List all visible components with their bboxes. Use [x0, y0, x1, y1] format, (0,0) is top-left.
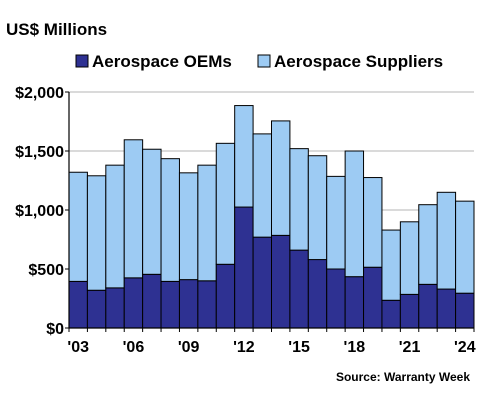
- bar-supplier-2005: [105, 164, 125, 289]
- bar-supplier-2009: [178, 172, 199, 281]
- bar-supplier-2010: [197, 164, 217, 282]
- bar-supplier-2006: [123, 139, 144, 279]
- bar-supplier-2022: [418, 204, 438, 285]
- bar-oem-2020: [381, 299, 401, 329]
- bar-supplier-2016: [307, 155, 328, 261]
- bar-oem-2017: [326, 268, 346, 329]
- y-axis-labels: $0 $500 $1,000 $1,500 $2,000: [15, 85, 64, 338]
- y-tick-label: $2,000: [15, 85, 64, 102]
- bar-oem-2024: [455, 292, 475, 329]
- bar-supplier-2014: [271, 120, 291, 236]
- bar-oem-2010: [197, 280, 217, 329]
- x-tick-label: '06: [123, 339, 145, 356]
- bar-oem-2004: [86, 289, 107, 329]
- bar-oem-2023: [436, 288, 457, 329]
- legend-swatch-oem: [75, 54, 89, 68]
- bar-supplier-2024: [455, 200, 475, 294]
- bar-oem-2022: [418, 283, 438, 329]
- bar-oem-2012: [234, 206, 254, 329]
- bar-oem-2006: [123, 277, 144, 329]
- bar-oem-2005: [105, 287, 125, 329]
- y-tick-label: $500: [28, 262, 64, 279]
- legend-label-supplier: Aerospace Suppliers: [274, 52, 443, 71]
- bar-oem-2008: [160, 280, 180, 329]
- x-tick-label: '09: [178, 339, 200, 356]
- bar-oem-2015: [289, 249, 309, 329]
- x-tick-label: '03: [67, 339, 89, 356]
- y-tick-label: $1,500: [15, 144, 64, 161]
- bar-oem-2021: [399, 293, 420, 329]
- bar-supplier-2007: [142, 148, 162, 275]
- bar-supplier-2020: [381, 229, 401, 301]
- bar-supplier-2021: [399, 221, 420, 295]
- bar-supplier-2013: [252, 133, 273, 238]
- bar-supplier-2012: [234, 105, 254, 208]
- bar-supplier-2015: [289, 148, 309, 251]
- y-tick-label: $1,000: [15, 203, 64, 220]
- x-axis-labels: '03 '06 '09 '12 '15 '18 '21 '24: [67, 339, 475, 356]
- bar-supplier-2004: [86, 175, 107, 291]
- bar-supplier-2018: [344, 150, 365, 278]
- bars: [68, 105, 475, 329]
- bar-supplier-2019: [363, 177, 383, 268]
- y-tick-label: $0: [46, 321, 64, 338]
- bar-supplier-2003: [68, 171, 88, 282]
- bar-oem-2018: [344, 276, 365, 329]
- bar-supplier-2017: [326, 175, 346, 270]
- bar-oem-2007: [142, 273, 162, 329]
- bar-supplier-2008: [160, 158, 180, 282]
- bar-oem-2013: [252, 236, 273, 329]
- x-tick-label: '12: [233, 339, 255, 356]
- bar-oem-2014: [271, 234, 291, 329]
- x-tick-label: '18: [344, 339, 366, 356]
- bar-oem-2011: [215, 263, 236, 329]
- chart-title: US$ Millions: [6, 20, 107, 39]
- bar-oem-2009: [178, 279, 199, 329]
- legend: Aerospace OEMs Aerospace Suppliers: [75, 52, 443, 71]
- bar-oem-2003: [68, 280, 88, 329]
- legend-swatch-supplier: [257, 54, 271, 68]
- legend-label-oem: Aerospace OEMs: [92, 52, 232, 71]
- bar-oem-2019: [363, 266, 383, 329]
- x-tick-label: '21: [399, 339, 421, 356]
- bar-supplier-2023: [436, 191, 457, 290]
- axes: [65, 91, 475, 332]
- source-note: Source: Warranty Week: [336, 370, 470, 384]
- x-tick-label: '15: [288, 339, 310, 356]
- bar-oem-2016: [307, 259, 328, 329]
- x-tick-label: '24: [454, 339, 476, 356]
- bar-supplier-2011: [215, 142, 236, 265]
